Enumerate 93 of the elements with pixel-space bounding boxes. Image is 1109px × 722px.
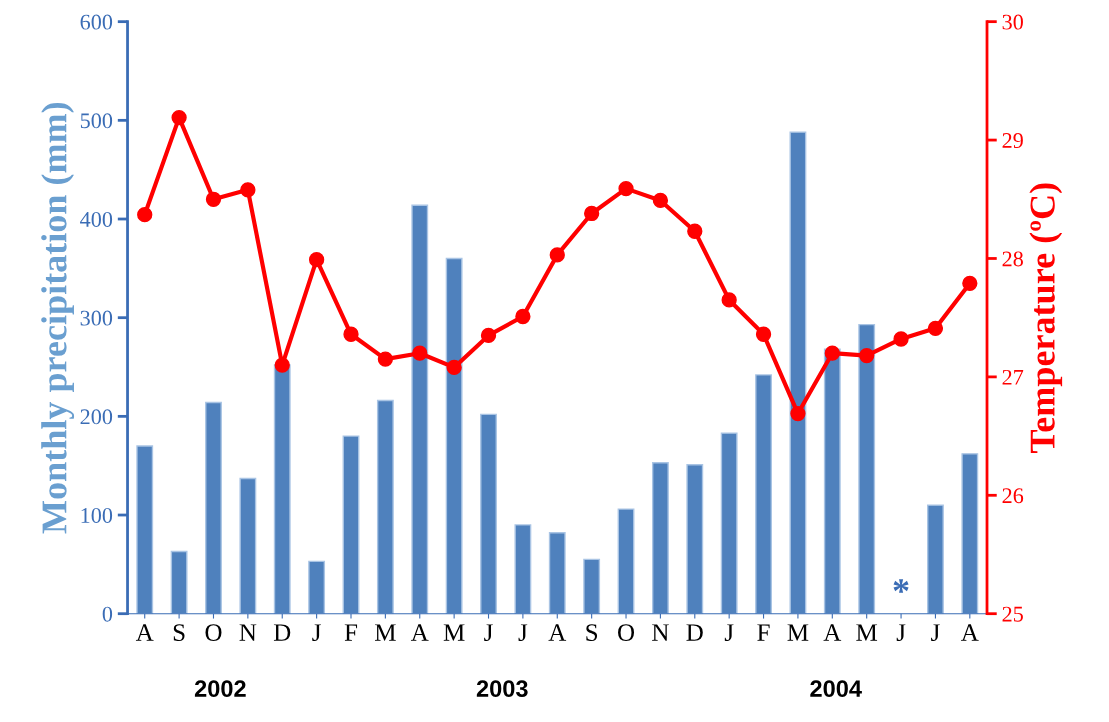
y-tick-label: 400 bbox=[80, 211, 113, 227]
bar bbox=[823, 348, 841, 614]
y2-tick-label: 30 bbox=[1002, 14, 1023, 30]
x-tick-label: N bbox=[239, 624, 257, 641]
y2-tick-label: 26 bbox=[1002, 488, 1024, 504]
x-tick-label: M bbox=[443, 624, 465, 641]
x-tick-label: J bbox=[896, 624, 906, 642]
point bbox=[137, 207, 153, 223]
point bbox=[584, 205, 600, 222]
point bbox=[343, 326, 359, 342]
x-tick-label: F bbox=[757, 624, 770, 641]
bar bbox=[548, 532, 566, 614]
point bbox=[205, 191, 222, 207]
x-tick-label: O bbox=[205, 624, 222, 642]
bar bbox=[273, 364, 291, 614]
bar bbox=[927, 504, 944, 614]
x-tick-label: S bbox=[173, 624, 185, 642]
bar bbox=[308, 560, 326, 614]
y-tick-label: 0 bbox=[102, 606, 113, 622]
text: 2002 bbox=[194, 680, 246, 697]
bar bbox=[342, 435, 360, 614]
point bbox=[480, 327, 497, 344]
point bbox=[240, 182, 256, 198]
point bbox=[859, 347, 875, 364]
point bbox=[446, 359, 462, 376]
point bbox=[927, 320, 944, 336]
x-tick-label: F bbox=[344, 624, 358, 641]
bar bbox=[720, 432, 738, 614]
x-tick-label: J bbox=[724, 624, 734, 642]
point bbox=[171, 109, 187, 126]
text: 2004 bbox=[810, 680, 862, 697]
x-tick-label: M bbox=[374, 624, 396, 641]
y2-tick-label: 27 bbox=[1002, 369, 1024, 385]
x-tick-label: J bbox=[518, 624, 528, 642]
y-tick-label: 100 bbox=[81, 507, 113, 523]
point bbox=[274, 357, 290, 373]
bar bbox=[651, 462, 669, 614]
bar bbox=[205, 401, 222, 614]
bar bbox=[136, 445, 154, 614]
x-tick-label: D bbox=[273, 624, 291, 641]
bar bbox=[411, 204, 429, 614]
bar bbox=[480, 413, 497, 614]
x-tick-label: O bbox=[618, 624, 635, 642]
bar bbox=[961, 453, 979, 614]
y2-tick-label: 29 bbox=[1002, 133, 1023, 148]
bar bbox=[170, 550, 188, 614]
x-tick-label: S bbox=[586, 624, 598, 642]
y2-axis-title: Temperature (ºC) bbox=[1029, 183, 1063, 453]
point bbox=[549, 247, 565, 263]
x-tick-label: N bbox=[652, 624, 669, 641]
y2-tick-label: 28 bbox=[1002, 251, 1023, 267]
x-tick-label: A bbox=[961, 624, 979, 641]
bar bbox=[514, 524, 532, 614]
text: 2003 bbox=[476, 680, 528, 698]
x-tick-label: M bbox=[787, 624, 809, 641]
y-tick-label: 600 bbox=[80, 14, 113, 30]
bar bbox=[686, 464, 704, 614]
y-axis-title: Monthly precipitation (mm) bbox=[41, 102, 75, 534]
y-tick-label: 300 bbox=[80, 310, 113, 326]
bar bbox=[617, 508, 635, 614]
x-tick-label: J bbox=[312, 624, 321, 642]
point bbox=[755, 326, 772, 342]
point bbox=[308, 252, 325, 268]
bar bbox=[789, 131, 807, 614]
x-tick-label: J bbox=[484, 624, 493, 642]
point bbox=[962, 275, 978, 291]
point bbox=[790, 405, 806, 422]
point bbox=[721, 292, 737, 308]
x-tick-label: A bbox=[548, 624, 567, 641]
point bbox=[652, 192, 669, 209]
annotation: * bbox=[893, 579, 909, 593]
bar bbox=[445, 257, 463, 614]
x-tick-label: A bbox=[135, 624, 154, 641]
x-tick-label: J bbox=[931, 624, 940, 642]
bar bbox=[858, 323, 876, 614]
y-tick-label: 200 bbox=[80, 409, 113, 425]
x-tick-label: A bbox=[823, 624, 842, 641]
point bbox=[618, 180, 634, 197]
bar bbox=[376, 399, 394, 614]
bar bbox=[239, 477, 257, 614]
point bbox=[893, 331, 909, 347]
point bbox=[515, 308, 531, 325]
bar bbox=[583, 558, 601, 614]
x-tick-label: A bbox=[410, 624, 429, 641]
bar bbox=[755, 374, 772, 614]
y2-tick-label: 25 bbox=[1002, 606, 1023, 622]
point bbox=[824, 345, 840, 361]
point bbox=[412, 345, 428, 361]
y-tick-label: 500 bbox=[80, 113, 113, 129]
point bbox=[377, 351, 394, 367]
x-tick-label: M bbox=[856, 624, 878, 641]
x-tick-label: D bbox=[686, 624, 703, 641]
point bbox=[687, 223, 703, 239]
